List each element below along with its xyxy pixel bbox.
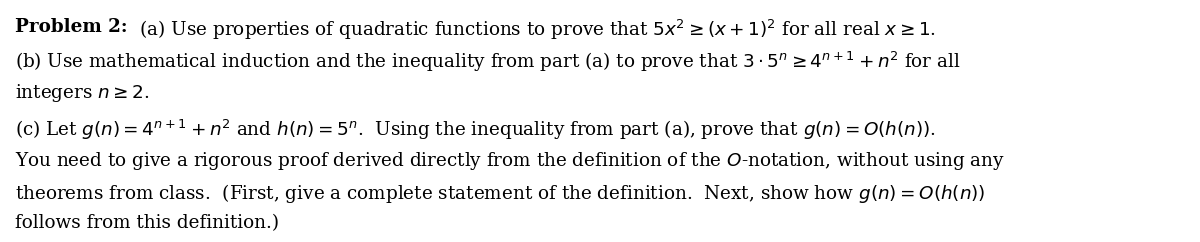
Text: Problem 2:: Problem 2: (14, 18, 127, 36)
Text: theorems from class.  (First, give a complete statement of the definition.  Next: theorems from class. (First, give a comp… (14, 182, 985, 205)
Text: (a) Use properties of quadratic functions to prove that $5x^2 \geq (x+1)^2$ for : (a) Use properties of quadratic function… (127, 18, 936, 42)
Text: integers $n \geq 2$.: integers $n \geq 2$. (14, 82, 150, 104)
Text: (c) Let $g(n) = 4^{n+1} + n^2$ and $h(n) = 5^n$.  Using the inequality from part: (c) Let $g(n) = 4^{n+1} + n^2$ and $h(n)… (14, 118, 936, 142)
Text: You need to give a rigorous proof derived directly from the definition of the $O: You need to give a rigorous proof derive… (14, 150, 1006, 172)
Text: (b) Use mathematical induction and the inequality from part (a) to prove that $3: (b) Use mathematical induction and the i… (14, 50, 961, 74)
Text: follows from this definition.): follows from this definition.) (14, 214, 280, 232)
